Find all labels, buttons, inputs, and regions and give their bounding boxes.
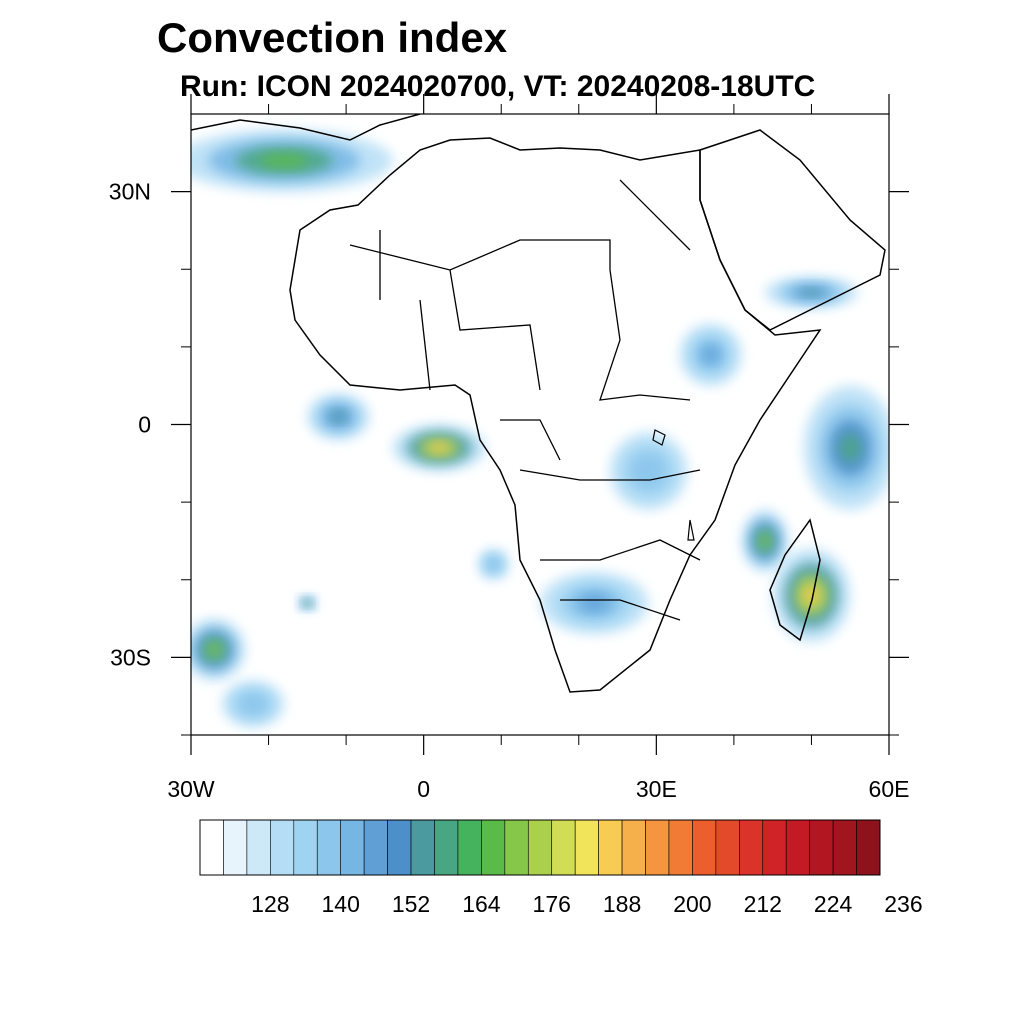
colorbar-label: 236 <box>884 891 922 917</box>
colorbar-swatch <box>598 819 623 876</box>
colorbar-swatch <box>434 819 459 876</box>
colorbar-swatch <box>504 819 529 876</box>
convection-area-north-atlantic-mediterranean <box>191 129 393 192</box>
convection-field <box>191 129 889 728</box>
plot-frame <box>190 113 890 736</box>
convection-contour <box>305 601 310 605</box>
lon-tick-label: 30W <box>167 776 215 802</box>
colorbar-swatch <box>270 819 295 876</box>
colorbar-swatch <box>457 819 482 876</box>
colorbar-swatch <box>692 819 717 876</box>
africa-coastline <box>289 137 822 693</box>
map-title: Convection index <box>157 14 508 61</box>
convection-contour <box>331 411 346 422</box>
colorbar-swatch <box>246 819 271 876</box>
colorbar-swatch <box>809 819 834 876</box>
colorbar-label: 224 <box>814 891 853 917</box>
map-subtitle: Run: ICON 2024020700, VT: 20240208-18UTC <box>180 70 816 103</box>
convection-area-gulf-of-guinea <box>392 424 486 472</box>
convection-area-west-african-coast <box>307 393 370 441</box>
colorbar-swatch <box>739 819 764 876</box>
lat-tick-label: 30S <box>110 644 151 670</box>
lon-tick-label: 30E <box>636 776 677 802</box>
colorbar-label: 188 <box>603 891 641 917</box>
convection-contour <box>428 442 450 453</box>
lakes <box>652 429 695 541</box>
colorbar-swatch <box>410 819 435 876</box>
convection-contour <box>703 347 718 362</box>
colorbar-swatch <box>668 819 693 876</box>
colorbar-label: 140 <box>322 891 360 917</box>
colorbar-swatch <box>316 819 341 876</box>
convection-area-ethiopian-highlands <box>679 323 742 386</box>
axis-ticks: 30W 0 30E 60E 30N 0 30S <box>109 94 910 802</box>
convection-area-yemen-oman <box>764 277 858 309</box>
convection-contour <box>801 289 822 296</box>
convection-contour <box>640 462 658 480</box>
convection-contour <box>207 642 222 657</box>
convection-contour <box>260 153 308 168</box>
coastlines-and-borders <box>191 114 886 693</box>
colorbar-swatch <box>785 819 810 876</box>
country-borders <box>349 179 701 621</box>
colorbar: 128 140 152 164 176 188 200 212 224 236 <box>199 819 923 917</box>
convection-area-mozambique-channel <box>741 509 789 572</box>
convection-contour <box>759 534 771 548</box>
lon-tick-label: 0 <box>417 776 430 802</box>
lat-tick-label: 30N <box>109 179 151 205</box>
colorbar-swatch <box>387 819 412 876</box>
colorbar-swatch <box>645 819 670 876</box>
colorbar-label: 152 <box>392 891 430 917</box>
convection-area-madagascar <box>772 548 851 642</box>
convection-contour <box>582 596 607 610</box>
colorbar-label: 212 <box>744 891 782 917</box>
colorbar-swatch <box>621 819 646 876</box>
colorbar-swatch <box>293 819 318 876</box>
convection-contour <box>490 560 497 568</box>
convection-area-south-atlantic-west <box>191 618 246 681</box>
convection-area-angola-coast-cyclone <box>477 548 509 580</box>
colorbar-frame <box>199 819 881 876</box>
colorbar-swatch <box>199 819 224 876</box>
arabia-coastline <box>699 129 886 331</box>
madagascar-coastline <box>769 518 821 642</box>
colorbar-swatch <box>856 819 881 876</box>
colorbar-swatch <box>340 819 365 876</box>
convection-contour <box>839 434 861 462</box>
lat-tick-label: 0 <box>138 412 151 438</box>
europe-coastline <box>191 114 421 141</box>
colorbar-swatch <box>481 819 506 876</box>
convection-area-east-africa-interior <box>609 432 688 510</box>
colorbar-swatch <box>762 819 787 876</box>
convection-area-south-atlantic-small <box>298 595 317 611</box>
colorbar-swatch <box>527 819 553 876</box>
colorbar-swatch <box>551 819 576 876</box>
colorbar-label: 164 <box>462 891 501 917</box>
colorbar-label: 128 <box>251 891 289 917</box>
colorbar-swatch <box>223 819 248 876</box>
convection-area-southern-africa <box>540 571 649 635</box>
convection-contour <box>246 698 260 710</box>
convection-contour <box>802 585 820 606</box>
colorbar-label: 200 <box>673 891 711 917</box>
lon-tick-label: 60E <box>869 776 910 802</box>
colorbar-swatch <box>832 819 857 876</box>
convection-area-indian-ocean-east <box>803 385 889 510</box>
colorbar-swatch <box>574 819 599 876</box>
convection-area-south-atlantic-trail <box>222 680 285 728</box>
colorbar-label: 176 <box>533 891 571 917</box>
colorbar-swatch <box>363 819 388 876</box>
colorbar-swatch <box>715 819 740 876</box>
